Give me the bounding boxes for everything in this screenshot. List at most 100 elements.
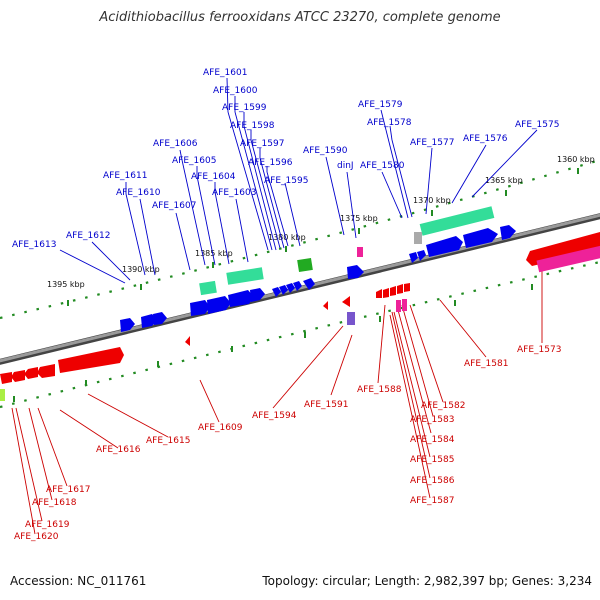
gene-teal [199,280,217,296]
gene-label: AFE_1600 [213,86,258,96]
gene-red [526,232,600,266]
gene-blue [293,281,302,291]
forward-gene-glyphs [120,206,516,332]
gene-red [185,336,190,346]
gene-label: AFE_1581 [464,359,508,369]
gene-blue [228,290,254,307]
gene-label: AFE_1584 [410,435,455,445]
gene-teal [419,206,495,236]
gene-blue [153,312,167,325]
gene-label: AFE_1588 [357,385,402,395]
kbp-label: 1380 kbp [268,233,306,242]
kbp-label: 1395 kbp [47,280,85,289]
gene-label: AFE_1594 [252,411,297,421]
gene-label: AFE_1619 [25,520,70,530]
genome-summary-text: Topology: circular; Length: 2,982,397 bp… [262,574,592,588]
forward-leaders [59,77,538,284]
gene-blue [500,225,516,240]
gene-label: AFE_1605 [172,156,216,166]
gene-teal [226,267,264,285]
gene-red [24,367,38,379]
gene-label: AFE_1612 [66,231,110,241]
gene-label: AFE_1607 [152,201,196,211]
gene-red [58,347,124,373]
gene-blue [190,300,210,316]
gene-label: AFE_1586 [410,476,455,486]
gene-pink [536,245,600,273]
kbp-label: 1360 kbp [557,155,595,164]
gene-label: AFE_1613 [12,240,56,250]
gene-blue [120,318,135,332]
reverse-gene-labels: AFE_1573 AFE_1581 AFE_1588 AFE_1582 AFE_… [14,345,561,542]
gene-red [404,283,410,292]
gene-red [390,286,396,296]
gene-label: AFE_1606 [153,139,198,149]
gene-label: AFE_1610 [116,188,161,198]
kbp-label: 1370 kbp [413,196,451,205]
gene-blue [417,250,426,261]
gene-red [383,288,389,298]
gene-blue [272,287,281,297]
gene-label: AFE_1615 [146,436,190,446]
gene-blue [463,228,498,248]
gene-red [37,364,55,378]
gene-grey [414,232,422,244]
gene-label: AFE_1597 [240,139,284,149]
gene-label: AFE_1601 [203,68,247,78]
kbp-label: 1375 kbp [340,214,378,223]
gene-lime [0,389,5,401]
kbp-ticks: 1360 kbp 1365 kbp 1370 kbp 1375 kbp 1380… [13,155,595,402]
gene-blue [207,296,231,314]
gene-blue [303,278,315,290]
gene-label: AFE_1596 [248,158,293,168]
gene-label: AFE_1587 [410,496,454,506]
gene-red [0,372,12,384]
gene-label: AFE_1576 [463,134,508,144]
gene-pink [396,300,401,312]
page-title: Acidithiobacillus ferrooxidans ATCC 2327… [99,10,501,25]
reverse-gene-glyphs [0,232,600,401]
gene-label: AFE_1598 [230,121,275,131]
gene-label: AFE_1603 [212,188,256,198]
kbp-label: 1365 kbp [485,176,523,185]
genome-backbone [0,213,600,365]
gene-red [376,289,382,298]
gene-label: AFE_1620 [14,532,59,542]
gene-label: AFE_1599 [222,103,267,113]
gene-red [11,370,25,382]
gene-blue [409,252,418,263]
kbp-label: 1390 kbp [122,265,160,274]
gene-label: dinJ [337,161,354,171]
gene-red [397,284,403,294]
gene-red [342,296,350,307]
gene-purple [347,312,355,325]
gene-label: AFE_1580 [360,161,405,171]
gene-label: AFE_1577 [410,138,454,148]
gene-blue [279,285,288,295]
gene-blue [250,288,265,302]
gene-pink [402,299,407,311]
reverse-leaders [11,265,543,535]
gene-label: AFE_1616 [96,445,141,455]
gene-blue [347,265,364,279]
gene-label: AFE_1579 [358,100,403,110]
gene-label: AFE_1582 [421,401,465,411]
gene-blue [286,283,295,293]
gene-label: AFE_1585 [410,455,454,465]
gene-label: AFE_1609 [198,423,243,433]
gene-label: AFE_1578 [367,118,412,128]
gene-label: AFE_1595 [264,176,308,186]
gene-label: AFE_1583 [410,415,454,425]
gene-red [323,301,328,310]
gene-pink [357,247,363,257]
gene-label: AFE_1618 [32,498,77,508]
gene-label: AFE_1617 [46,485,90,495]
accession-text: Accession: NC_011761 [10,574,147,588]
kbp-label: 1385 kbp [195,249,233,258]
gene-label: AFE_1573 [517,345,561,355]
forward-gene-labels: AFE_1601 AFE_1600 AFE_1599 AFE_1598 AFE_… [12,68,559,250]
gene-blue [426,236,463,257]
gene-label: AFE_1604 [191,172,236,182]
